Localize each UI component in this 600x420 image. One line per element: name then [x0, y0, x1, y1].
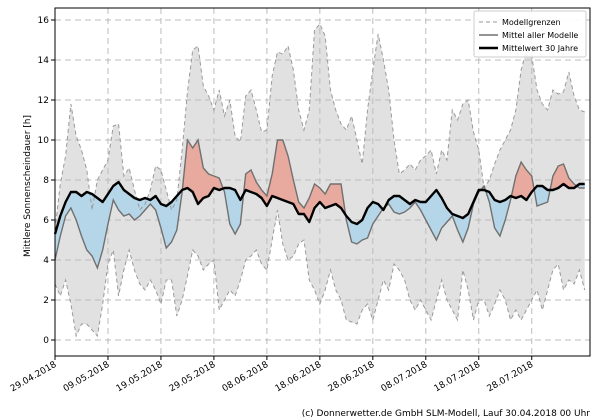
y-tick-label: 6 [43, 216, 49, 226]
y-tick-label: 8 [43, 176, 49, 186]
legend: Modellgrenzen Mittel aller Modelle Mittelw… [473, 10, 587, 58]
credit-footer: (c) Donnerwetter.de GmbH SLM-Modell, Lau… [302, 409, 591, 419]
lower-bound-line [54, 209, 586, 338]
anomaly-fill [277, 139, 283, 201]
model-mean-line [54, 137, 585, 271]
legend-box [473, 10, 587, 58]
anomaly-fill [330, 183, 336, 207]
y-axis-title: Mittlere Sonnenscheindauer [h] [23, 115, 33, 257]
y-tick-label: 14 [38, 56, 50, 66]
legend-entry-label: Mittel aller Modelle [502, 31, 578, 40]
anomaly-fill [393, 195, 400, 215]
y-tick-label: 4 [43, 256, 49, 266]
anomaly-fill [536, 185, 543, 207]
y-tick-label: 10 [38, 136, 50, 146]
legend-entry-label: Mittelwert 30 Jahre [502, 44, 578, 53]
anomaly-fill [351, 221, 358, 245]
y-tick-label: 12 [38, 96, 49, 106]
climate-mean-line [53, 180, 585, 235]
legend-entry-label: Modellgrenzen [502, 18, 561, 27]
plot-frame [54, 7, 591, 357]
y-tick-label: 16 [38, 16, 50, 26]
y-tick-label: 0 [43, 336, 49, 346]
y-tick-label: 2 [43, 296, 49, 306]
